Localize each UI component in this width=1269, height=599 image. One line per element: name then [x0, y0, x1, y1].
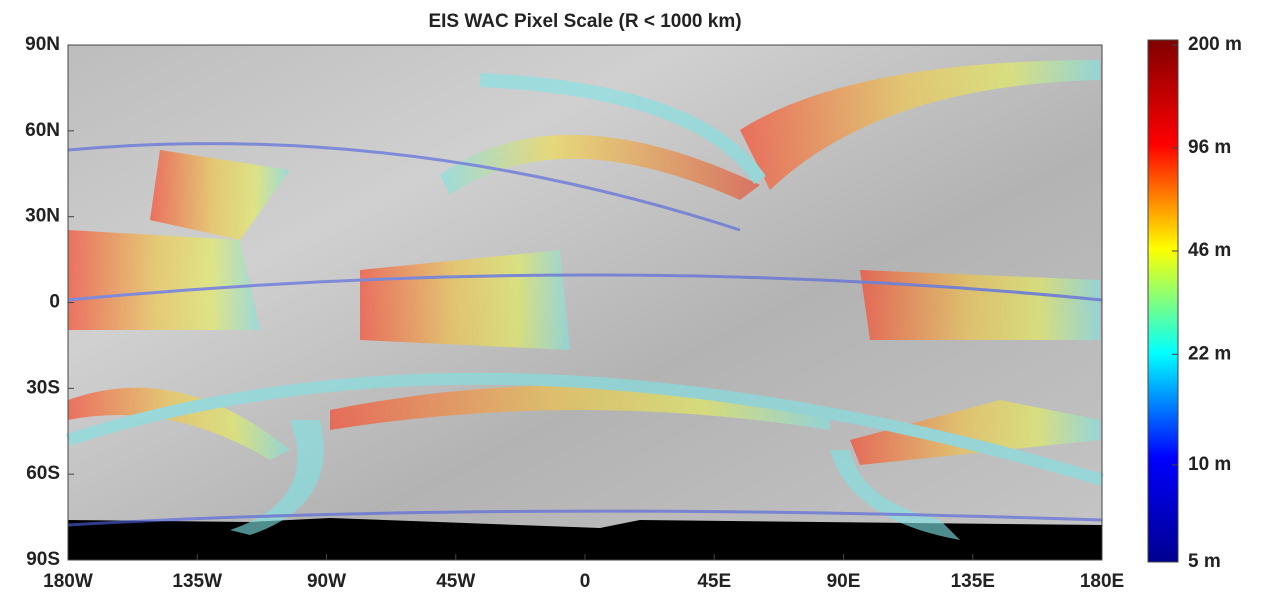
x-tick-label: 90E — [827, 571, 861, 592]
colorbar-tick-label: 22 m — [1188, 343, 1231, 364]
x-tick-label: 180E — [1080, 571, 1124, 592]
y-tick-label: 60N — [25, 120, 60, 141]
colorbar-tick-label: 46 m — [1188, 240, 1231, 261]
x-tick-label: 135E — [951, 571, 995, 592]
x-tick-label: 90W — [307, 571, 346, 592]
colorbar — [1148, 40, 1178, 562]
map-chart: EIS WAC Pixel Scale (R < 1000 km) 180W 13… — [0, 0, 1269, 594]
x-tick-label: 180W — [43, 571, 93, 592]
colorbar-tick-label: 10 m — [1188, 454, 1231, 475]
x-tick-label: 45W — [436, 571, 475, 592]
x-tick-label: 135W — [172, 571, 222, 592]
y-tick-label: 0 — [49, 292, 60, 313]
y-tick-label: 90S — [26, 549, 60, 570]
y-tick-label: 60S — [26, 463, 60, 484]
x-tick-label: 0 — [580, 571, 591, 592]
colorbar-tick-label: 200 m — [1188, 34, 1242, 55]
colorbar-tick-label: 5 m — [1188, 551, 1221, 572]
x-tick-label: 45E — [697, 571, 731, 592]
y-tick-label: 90N — [25, 34, 60, 55]
colorbar-tick-label: 96 m — [1188, 137, 1231, 158]
y-tick-label: 30N — [25, 206, 60, 227]
chart-title: EIS WAC Pixel Scale (R < 1000 km) — [428, 11, 741, 32]
y-tick-label: 30S — [26, 377, 60, 398]
